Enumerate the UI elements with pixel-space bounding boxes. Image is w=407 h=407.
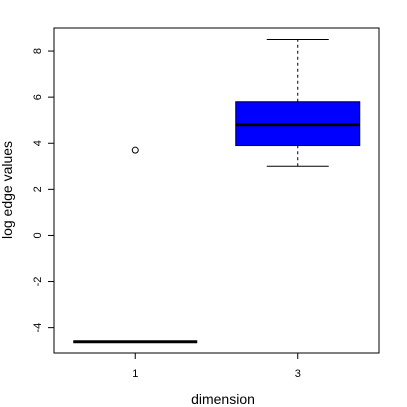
y-tick-label: -2 <box>32 277 44 287</box>
y-axis-title: log edge values <box>0 141 15 239</box>
x-tick-label: 3 <box>295 368 301 380</box>
box-1 <box>73 146 198 344</box>
boxes-group <box>73 39 361 344</box>
y-tick-label: 8 <box>32 48 44 54</box>
y-tick-label: -4 <box>32 323 44 333</box>
x-tick-label: 1 <box>132 368 138 380</box>
y-tick-label: 4 <box>32 140 44 146</box>
y-axis: -4 -2 0 2 4 6 8 <box>32 48 54 333</box>
x-axis-title: dimension <box>191 391 255 407</box>
outlier-point <box>131 146 139 154</box>
box-3 <box>235 39 361 167</box>
y-tick-label: 2 <box>32 186 44 192</box>
plot-frame <box>53 27 380 354</box>
y-tick-label: 0 <box>32 232 44 238</box>
y-tick-label: 6 <box>32 94 44 100</box>
